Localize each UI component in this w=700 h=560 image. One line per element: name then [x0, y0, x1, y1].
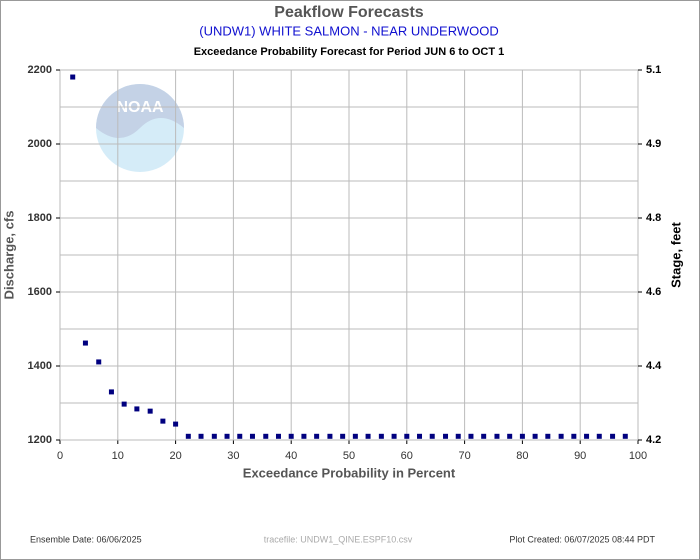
- point: [443, 433, 449, 439]
- point: [455, 433, 461, 439]
- chart-title: Peakflow Forecasts: [274, 4, 424, 21]
- y-tick-label: 1800: [28, 212, 52, 224]
- point: [507, 433, 513, 439]
- point: [211, 433, 217, 439]
- x-tick-label: 30: [227, 450, 239, 462]
- x-tick-label: 60: [401, 450, 413, 462]
- point: [134, 406, 140, 412]
- point: [545, 433, 551, 439]
- footer-center: tracefile: UNDW1_QINE.ESPF10.csv: [264, 534, 413, 544]
- x-axis-label: Exceedance Probability in Percent: [243, 465, 456, 480]
- point: [417, 433, 423, 439]
- point: [610, 433, 616, 439]
- point: [468, 433, 474, 439]
- y-tick-label: 2000: [28, 138, 52, 150]
- point: [185, 433, 191, 439]
- point: [198, 433, 204, 439]
- point: [532, 433, 538, 439]
- x-tick-label: 10: [112, 450, 124, 462]
- point: [571, 433, 577, 439]
- footer-right: Plot Created: 06/07/2025 08:44 PDT: [509, 534, 655, 544]
- x-tick-label: 90: [574, 450, 586, 462]
- point: [249, 433, 255, 439]
- x-tick-label: 50: [343, 450, 355, 462]
- point: [301, 433, 307, 439]
- point: [327, 433, 333, 439]
- x-tick-label: 70: [458, 450, 470, 462]
- point: [108, 389, 114, 395]
- point: [121, 401, 127, 407]
- y-tick-label: 1200: [28, 434, 52, 446]
- point: [314, 433, 320, 439]
- y2-tick-label: 4.2: [646, 434, 661, 446]
- point: [494, 433, 500, 439]
- point: [365, 433, 371, 439]
- point: [237, 433, 243, 439]
- y-tick-label: 1600: [28, 286, 52, 298]
- y2-axis-label: Stage, feet: [668, 221, 683, 287]
- point: [288, 433, 294, 439]
- y-tick-label: 2200: [28, 64, 52, 76]
- chart-subtitle: (UNDW1) WHITE SALMON - NEAR UNDERWOOD: [199, 23, 498, 38]
- y2-tick-label: 4.8: [646, 212, 661, 224]
- point: [160, 418, 166, 424]
- point: [584, 433, 590, 439]
- noaa-logo: NOAA: [96, 84, 184, 172]
- point: [263, 433, 269, 439]
- y-axis-label: Discharge, cfs: [1, 211, 16, 300]
- point: [481, 433, 487, 439]
- point: [596, 433, 602, 439]
- y2-tick-label: 5.1: [646, 64, 661, 76]
- y2-tick-label: 4.4: [646, 360, 662, 372]
- point: [173, 421, 179, 427]
- x-tick-label: 80: [516, 450, 528, 462]
- x-tick-label: 0: [57, 450, 63, 462]
- point: [352, 433, 358, 439]
- logo-text: NOAA: [116, 99, 164, 116]
- x-tick-label: 100: [629, 450, 647, 462]
- point: [378, 433, 384, 439]
- point: [391, 433, 397, 439]
- period: Exceedance Probability Forecast for Peri…: [194, 46, 505, 58]
- point: [82, 340, 88, 346]
- point: [404, 433, 410, 439]
- point: [224, 433, 230, 439]
- point: [340, 433, 346, 439]
- y2-tick-label: 4.9: [646, 138, 661, 150]
- point: [147, 408, 153, 414]
- y-tick-label: 1400: [28, 360, 52, 372]
- point: [622, 433, 628, 439]
- point: [519, 433, 525, 439]
- y2-tick-label: 4.6: [646, 286, 661, 298]
- point: [96, 359, 102, 365]
- x-tick-label: 20: [169, 450, 181, 462]
- x-tick-label: 40: [285, 450, 297, 462]
- point: [275, 433, 281, 439]
- point: [70, 74, 76, 80]
- point: [558, 433, 564, 439]
- footer-left: Ensemble Date: 06/06/2025: [30, 534, 142, 544]
- point: [429, 433, 435, 439]
